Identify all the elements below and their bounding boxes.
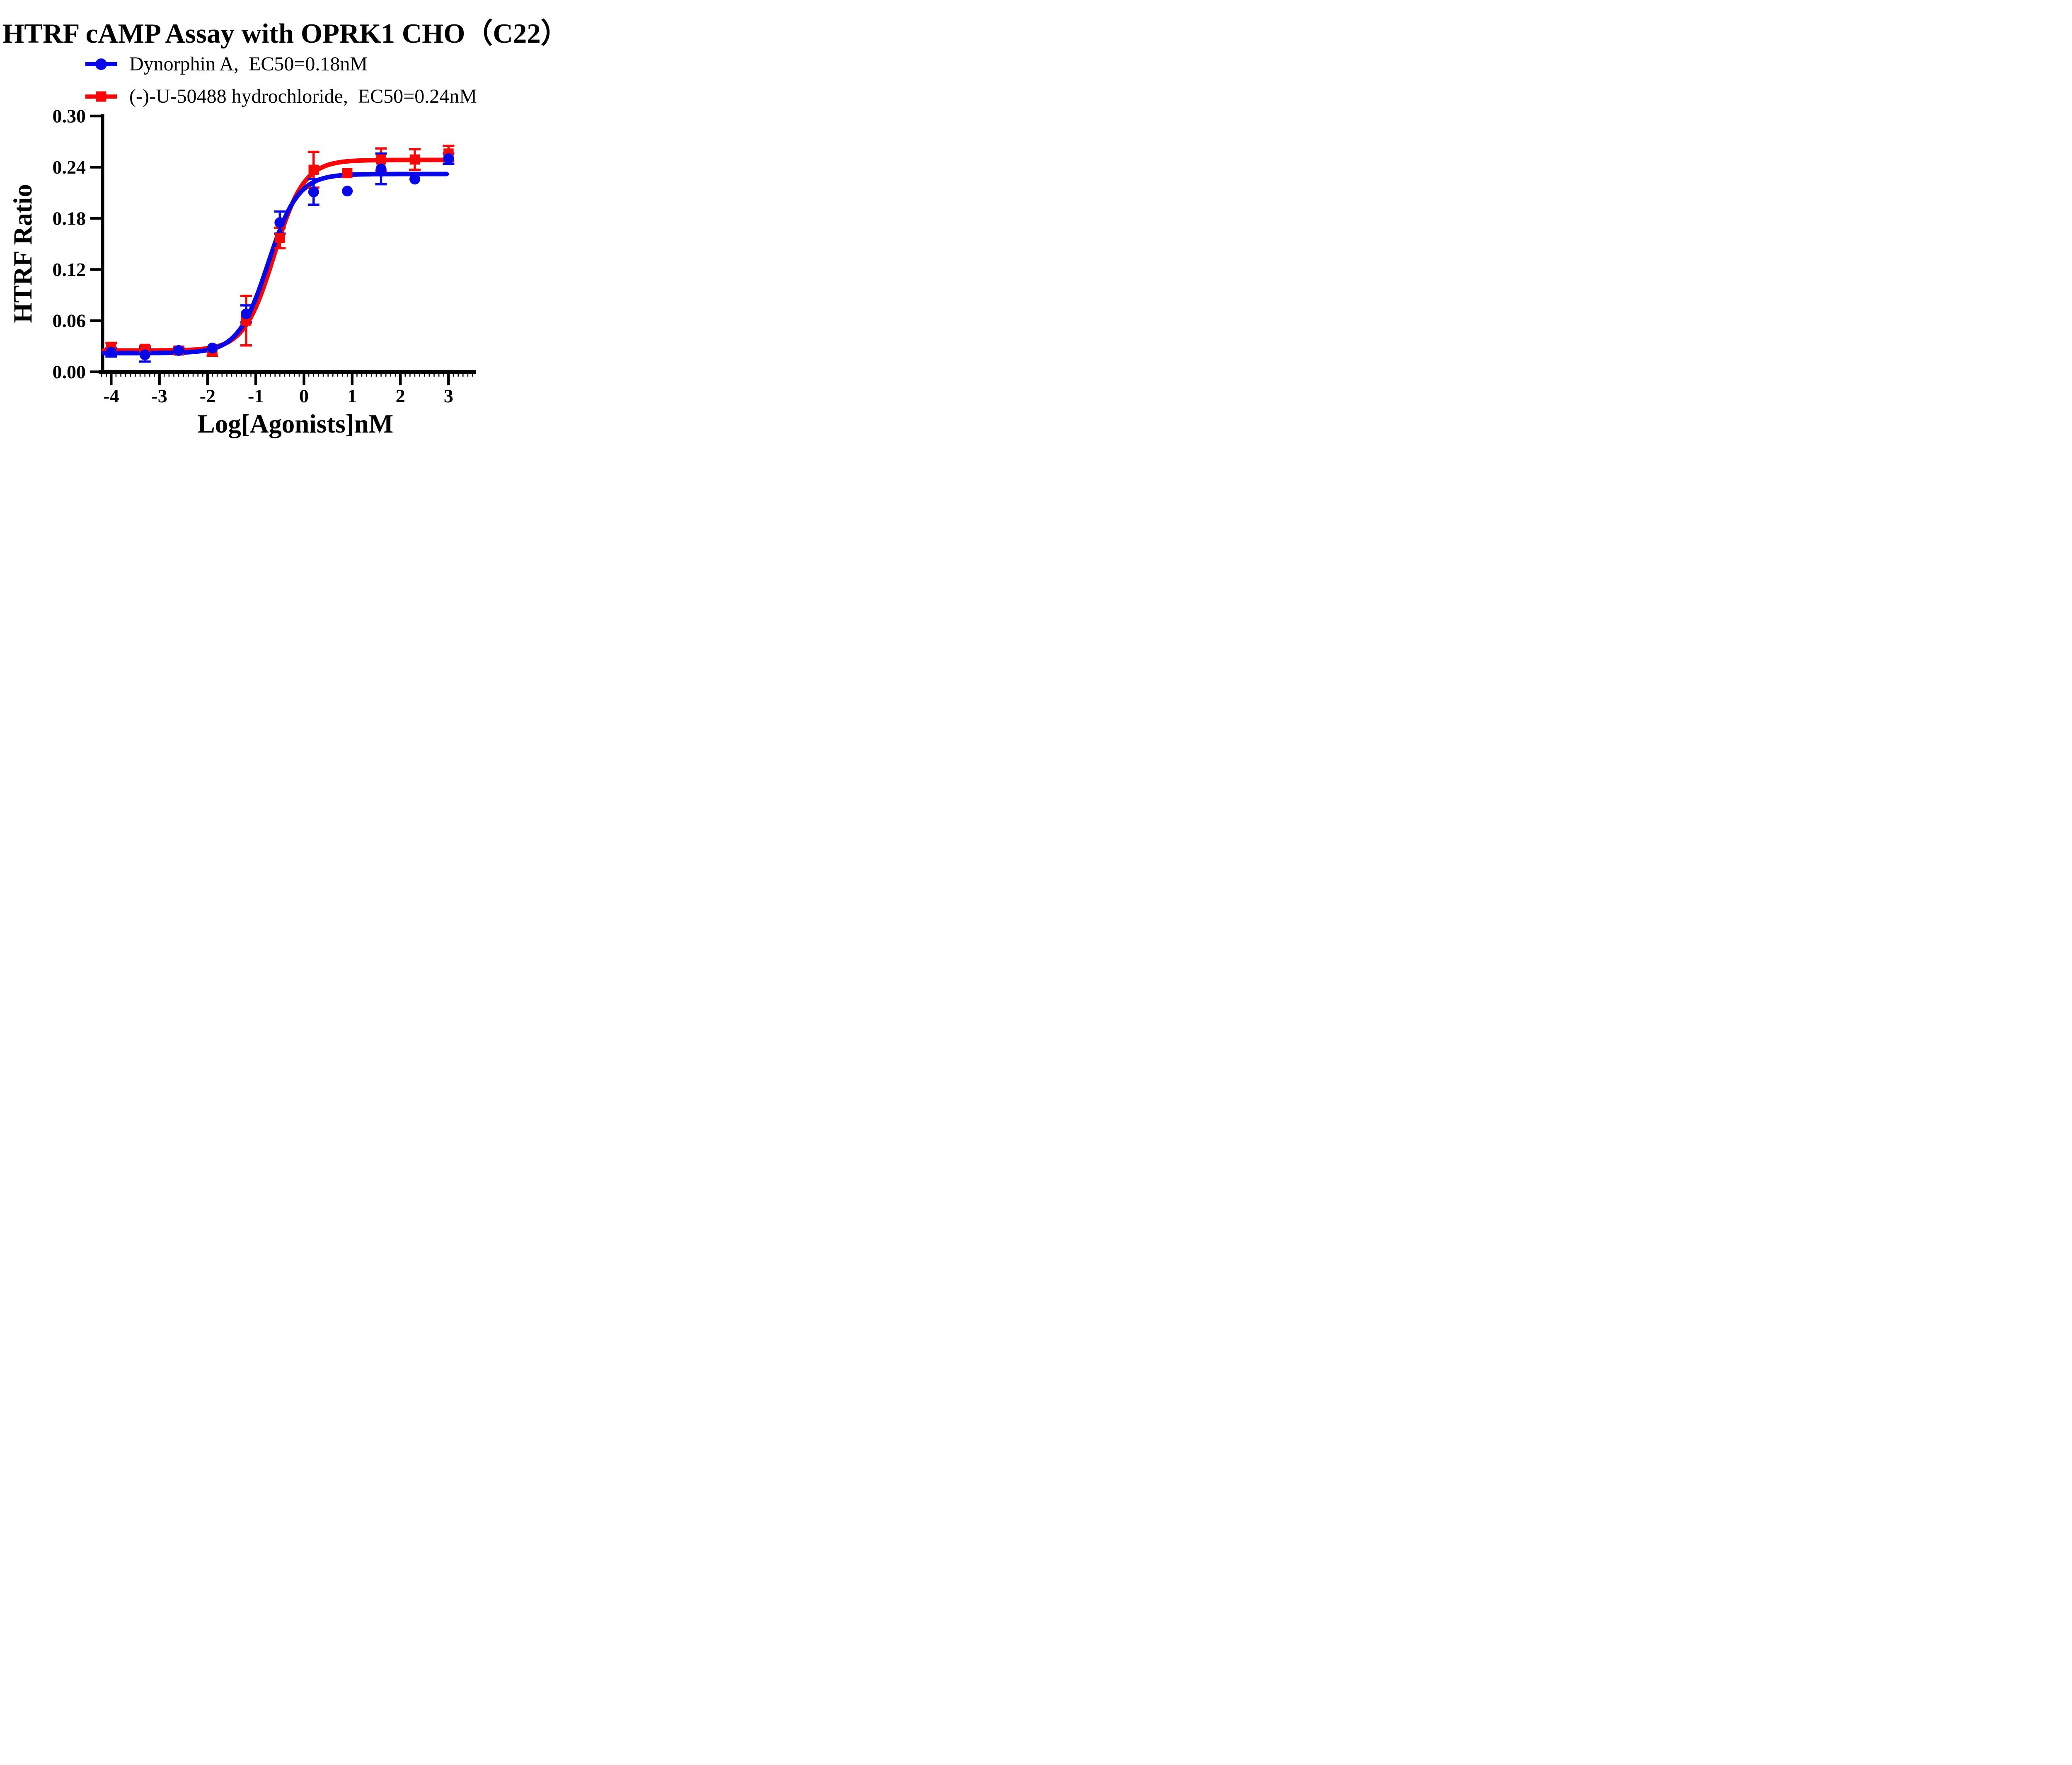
y-tick-label: 0.30: [53, 106, 86, 127]
y-tick-label: 0.12: [53, 259, 86, 280]
data-point-square: [342, 168, 353, 179]
x-tick-label: 0: [299, 385, 309, 406]
x-tick-label: 3: [444, 385, 453, 406]
data-point-circle: [375, 163, 387, 174]
data-point-square: [308, 164, 319, 175]
y-tick-label: 0.24: [53, 157, 86, 178]
data-point-circle: [342, 186, 353, 197]
y-axis-title: HTRF Ratio: [8, 184, 37, 323]
x-tick-label: -2: [200, 385, 215, 406]
data-point-circle: [207, 342, 218, 353]
legend-item-dynorphin-a: Dynorphin A, EC50=0.18nM: [85, 48, 477, 80]
x-tick-label: -3: [151, 385, 167, 406]
y-tick-label: 0.18: [53, 208, 86, 229]
fit-curve-red: [101, 157, 449, 353]
data-point-circle: [308, 186, 319, 198]
x-tick-label: 1: [347, 385, 357, 406]
x-tick-label: 2: [396, 385, 405, 406]
data-point-square: [275, 233, 285, 243]
legend-item-u50488: (-)-U-50488 hydrochloride, EC50=0.24nM: [85, 80, 477, 113]
square-marker-icon: [96, 91, 107, 102]
data-point-circle: [139, 349, 150, 360]
data-point-circle: [274, 217, 286, 228]
data-point-circle: [240, 308, 252, 319]
plot-area: -4 -3 -2 -1 0 1 2 3 0.00 0.06 0.12 0.18 0.24 0.30 Log[…: [8, 106, 476, 438]
y-tick-label: 0.06: [53, 310, 86, 331]
legend-label-dynorphin-a: Dynorphin A, EC50=0.18nM: [129, 53, 368, 75]
data-point-circle: [106, 347, 117, 358]
legend-swatch-red: [85, 87, 117, 106]
circle-marker-icon: [95, 58, 107, 70]
fit-curve-blue: [101, 172, 449, 355]
data-point-circle: [173, 345, 184, 356]
x-tick-label: -1: [248, 385, 264, 406]
x-tick-label: -4: [103, 385, 119, 406]
data-point-square: [376, 154, 386, 165]
data-point-circle: [443, 153, 454, 164]
chart-title: HTRF cAMP Assay with OPRK1 CHO（C22）: [2, 18, 569, 49]
x-axis-title: Log[Agonists]nM: [198, 409, 394, 438]
data-point-square: [409, 154, 420, 165]
data-point-circle: [409, 174, 420, 185]
y-tick-label: 0.00: [53, 361, 86, 382]
legend-label-u50488: (-)-U-50488 hydrochloride, EC50=0.24nM: [129, 85, 477, 107]
legend: Dynorphin A, EC50=0.18nM (-)-U-50488 hyd…: [85, 48, 477, 113]
legend-swatch-blue: [85, 55, 117, 73]
